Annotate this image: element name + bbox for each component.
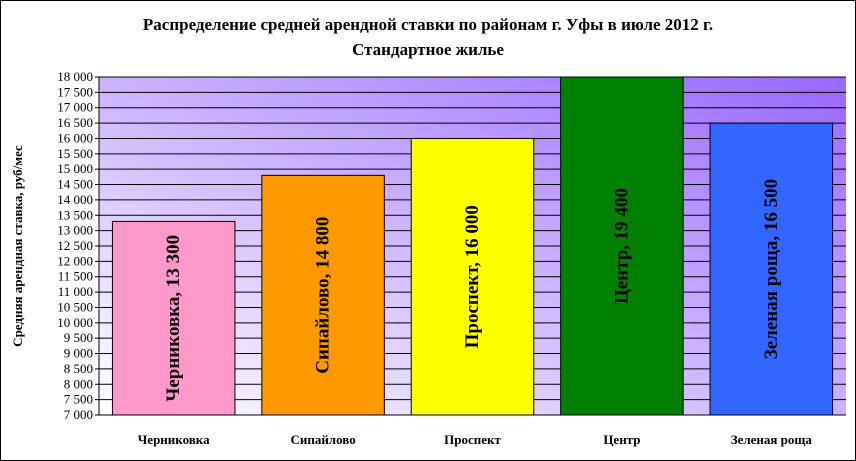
y-tick-label: 8 500 <box>64 361 93 376</box>
y-tick-label: 12 500 <box>57 238 93 253</box>
y-tick-label: 18 000 <box>57 69 93 84</box>
y-tick-label: 16 000 <box>57 130 93 145</box>
bar-2 <box>261 174 385 416</box>
y-tick-label: 11 500 <box>58 269 93 284</box>
y-tick-label: 14 500 <box>57 177 93 192</box>
bar-data-label: Сипайлово, 14 800 <box>313 217 334 374</box>
y-tick-label: 9 500 <box>64 330 93 345</box>
bar-5 <box>709 122 834 416</box>
bars <box>111 76 834 416</box>
chart-subtitle: Стандартное жилье <box>352 40 504 59</box>
y-tick-label: 7 500 <box>64 392 93 407</box>
y-tick-label: 16 500 <box>57 115 93 130</box>
y-tick-label: 10 500 <box>57 299 93 314</box>
y-tick-label: 10 000 <box>57 315 93 330</box>
y-tick-label: 13 000 <box>57 223 93 238</box>
y-tick-label: 17 500 <box>57 84 93 99</box>
y-tick-label: 7 000 <box>64 407 93 422</box>
x-category-label: Черниковка <box>138 432 210 447</box>
y-tick-label: 13 500 <box>57 207 93 222</box>
y-tick-label: 12 000 <box>57 253 93 268</box>
y-tick-label: 11 000 <box>58 284 93 299</box>
bar-1 <box>111 220 236 416</box>
bar-data-label: Проспект, 16 000 <box>462 205 483 348</box>
bar-data-labels: Черниковка, 13 300 Сипайлово, 14 800 Просп… <box>163 179 782 402</box>
bar-data-label: Зеленая роща, 16 500 <box>761 179 782 359</box>
bar-data-label: Центр, 19 400 <box>611 188 632 304</box>
y-tick-label: 15 500 <box>57 146 93 161</box>
bar-data-label: Черниковка, 13 300 <box>163 235 184 402</box>
y-tick-label: 14 000 <box>57 192 93 207</box>
chart-title: Распределение средней арендной ставки по… <box>143 15 713 34</box>
bar-3 <box>410 137 535 416</box>
y-tick-label: 15 000 <box>57 161 93 176</box>
x-category-label: Центр <box>603 432 640 447</box>
x-category-label: Сипайлово <box>290 432 355 447</box>
y-tick-label: 8 000 <box>64 376 93 391</box>
bar-4 <box>560 76 684 416</box>
x-category-label: Проспект <box>444 432 501 447</box>
y-axis-label: Средняя арендная ставка, руб/мес <box>10 145 25 347</box>
y-tick-label: 17 000 <box>57 100 93 115</box>
x-category-label: Зеленая роща <box>731 432 813 447</box>
y-tick-label: 9 000 <box>64 346 93 361</box>
x-axis-labels: Черниковка Сипайлово Проспект Центр Зеленая … <box>138 432 813 447</box>
